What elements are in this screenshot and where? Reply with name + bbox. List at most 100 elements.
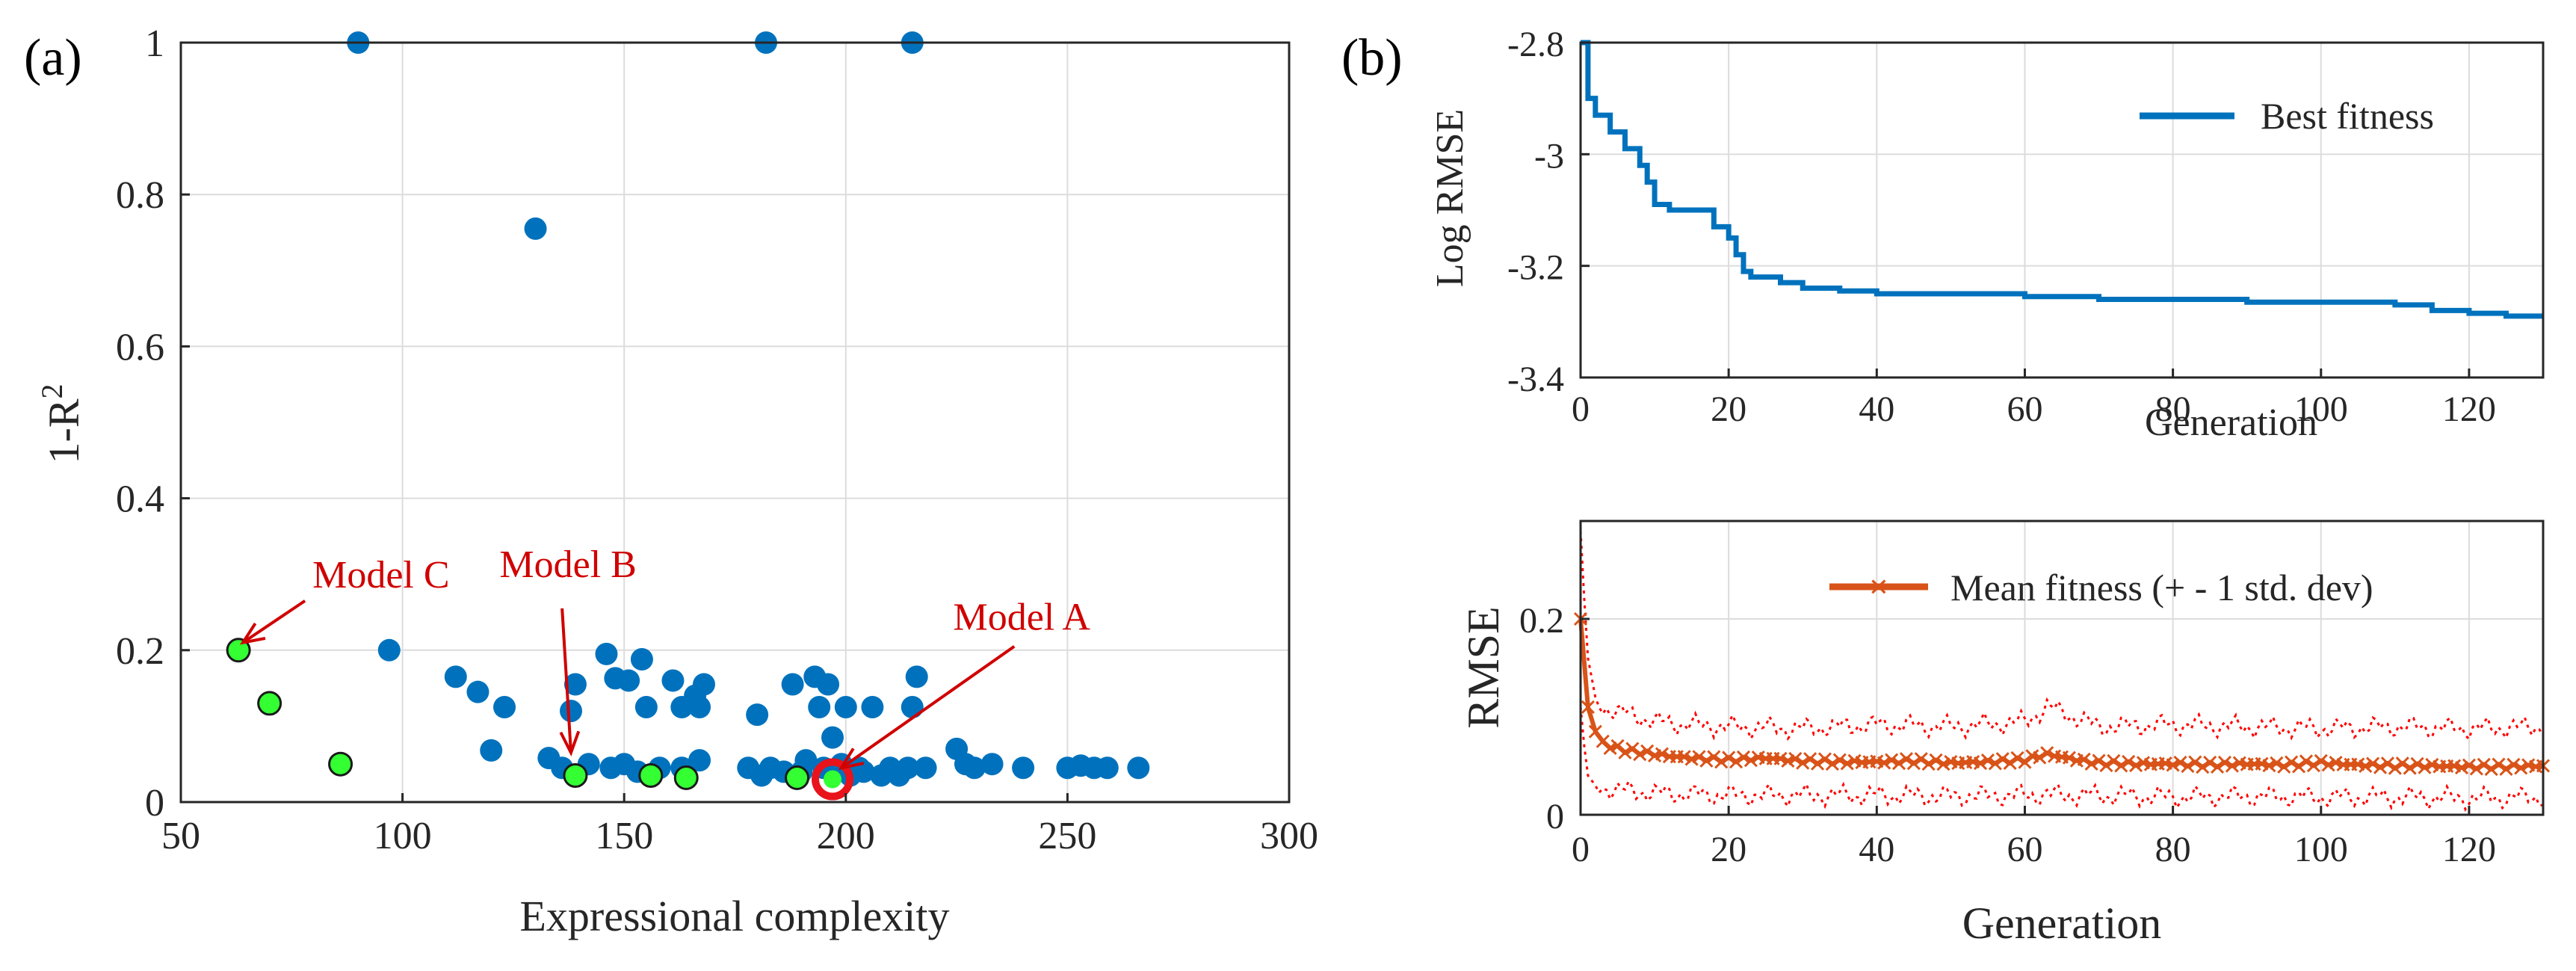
mean-fitness-marker [2262,759,2276,773]
model-point [746,703,769,727]
a-ytick-label: 0.8 [116,174,164,217]
mean-fitness-marker [2373,760,2388,774]
pareto-point [638,762,664,788]
mean-fitness-marker [2129,758,2143,773]
mean-fitness-marker [2499,762,2513,776]
mean-fitness-marker [1692,750,1706,764]
mean-fitness-marker [1973,756,1988,771]
mean-fitness-marker [1921,756,1936,771]
panel-b-bottom-ylabel: RMSE [1459,606,1508,728]
panel-b-top-xlabel: Generation [2145,401,2317,444]
mean-fitness-marker [2062,750,2076,765]
mean-fitness-marker [2366,756,2380,771]
a-ytick-label: 0.4 [116,478,164,521]
b1-xtick-label: 80 [2155,389,2191,429]
a-ytick-label: 1 [145,22,164,65]
mean-fitness-marker [2514,761,2528,775]
annotation-arrow-line [560,608,573,753]
mean-fitness-marker [1810,756,1825,771]
panel-a-annotations: Model C Model B Model A [239,543,1090,771]
model-point [595,642,618,665]
model-point [1096,756,1119,780]
annotation-label-model-c: Model C [312,554,449,597]
mean-fitness-marker [2003,756,2017,771]
b1-xtick-label: 0 [1572,389,1590,429]
panel-b-bottom-xlabel: Generation [1962,898,2162,948]
panel-a-grid [181,43,1289,802]
model-point [634,696,658,718]
mean-fitness-marker [2188,755,2202,769]
panel-b-bottom-axes-box [1579,520,2545,816]
mean-fitness-marker [1722,750,1736,765]
model-point [852,760,875,783]
model-point [1012,756,1035,780]
model-a-highlight-ring [812,758,854,801]
mean-fitness-marker [2314,753,2328,768]
panel-a-ylabel: 1-R2 [35,384,88,464]
mean-fitness-marker [2114,759,2128,773]
model-point [1127,756,1150,780]
mean-fitness-marker [1618,745,1632,759]
mean-fitness-marker [2418,760,2432,774]
pareto-point [257,691,282,716]
model-point [560,700,583,723]
panel-b-top-series [1581,40,2543,319]
mean-fitness-marker [1929,753,1943,767]
mean-fitness-marker [2321,758,2335,772]
model-point [896,756,919,780]
a-xtick-label: 200 [817,815,875,857]
model-point [480,739,503,762]
pareto-point [673,765,699,790]
mean-fitness-marker [2492,757,2506,771]
mean-fitness-marker [1914,752,1928,766]
mean-fitness-marker [2506,757,2521,771]
b2-xtick-label: 120 [2442,830,2496,869]
pareto-point [226,638,251,663]
mean-fitness-marker [2462,758,2476,772]
annotation-label-model-b: Model B [499,543,636,586]
mean-fitness-marker [2166,758,2180,772]
mean-fitness-marker [2225,759,2239,773]
panel-a-axes-box [179,41,1291,804]
panel-a-ticks: 50 100 150 200 250 300 0 0.2 0.4 0.6 0.8 1 [116,22,1318,857]
mean-fitness-marker [1885,753,1899,767]
mean-fitness-marker [2270,756,2284,770]
panel-b-top-axes-box [1579,41,2545,379]
mean-fitness-marker [2454,760,2469,775]
b2-ytick-label: 0 [1546,797,1564,836]
model-point [630,647,653,671]
mean-fitness-marker [2306,759,2320,773]
pareto-point [563,762,588,788]
b2-ytick-label: 0.2 [1519,601,1564,641]
a-xtick-label: 150 [595,815,653,857]
a-ytick-label: 0 [145,782,164,824]
a-ytick-label: 0.6 [116,326,164,369]
mean-fitness-marker [2395,756,2409,771]
annotation-label-model-a: Model A [953,597,1090,639]
b1-xtick-label: 60 [2007,389,2042,429]
legend-best-fitness-label: Best fitness [2261,95,2434,137]
mean-fitness-marker [1840,756,1854,771]
mean-fitness-marker [2388,761,2402,775]
annotation-arrow-line [840,645,1016,769]
model-point [617,669,640,692]
mean-fitness-marker [2477,757,2491,771]
panel-b-top-legend: Best fitness [2140,95,2434,137]
mean-fitness-marker [1707,750,1721,764]
mean-fitness-marker [1832,753,1847,767]
model-point [524,217,547,240]
panel-b-bottom-legend: × Mean fitness (+ - 1 std. dev) [1829,567,2373,608]
mean-fitness-marker [1714,755,1729,769]
mean-fitness-marker [1729,755,1743,769]
a-xtick-label: 50 [161,815,200,857]
model-point [861,696,884,718]
model-point [914,756,937,780]
mean-fitness-marker [2040,746,2054,760]
b1-xtick-label: 40 [1859,389,1894,429]
mean-fitness-marker [2210,759,2225,774]
panel-b-bottom-series [1573,531,2551,813]
b2-xtick-label: 80 [2155,830,2191,869]
b2-xtick-label: 0 [1572,830,1590,869]
legend-mean-fitness-marker: × [1869,567,1888,605]
